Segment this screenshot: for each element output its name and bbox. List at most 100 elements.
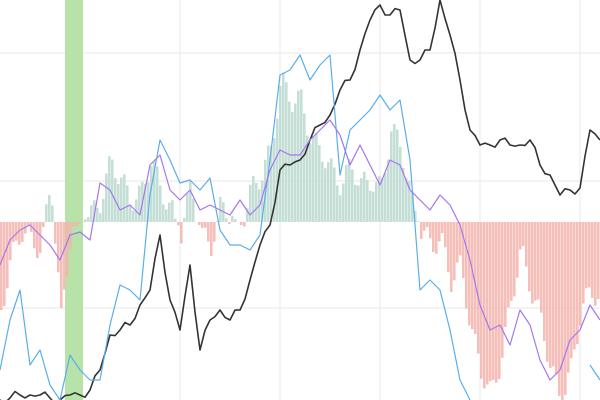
histogram-bar (591, 222, 594, 298)
histogram-bar (564, 222, 567, 395)
histogram-bar (189, 180, 192, 222)
histogram-bar (87, 217, 90, 222)
histogram-bar (354, 184, 357, 222)
histogram-bar (138, 185, 141, 222)
histogram-bar (48, 194, 51, 222)
histogram-bar (345, 165, 348, 222)
histogram-bar (249, 184, 252, 222)
histogram-bar (522, 222, 525, 247)
histogram-bar (165, 209, 168, 222)
histogram-bar (531, 222, 534, 304)
histogram-bar (39, 222, 42, 253)
histogram-bar (369, 190, 372, 222)
histogram-bar (273, 138, 276, 222)
histogram-bar (393, 124, 396, 222)
histogram-bar (372, 191, 375, 222)
histogram-bar (213, 222, 216, 242)
histogram-bar (420, 222, 423, 240)
histogram-bar (225, 218, 228, 222)
histogram-bar (75, 222, 78, 226)
histogram-bar (159, 185, 162, 222)
histogram-bar (429, 222, 432, 239)
histogram-bar (498, 222, 501, 379)
histogram-bar (525, 222, 528, 267)
histogram-bar (36, 222, 39, 258)
histogram-bar (84, 219, 87, 222)
histogram-bar (252, 176, 255, 222)
histogram-bar (198, 222, 201, 225)
histogram-bar (447, 222, 450, 273)
histogram-bar (390, 131, 393, 222)
histogram-bar (327, 162, 330, 222)
histogram-bar (9, 222, 12, 261)
histogram-bar (468, 222, 471, 326)
histogram-bar (45, 204, 48, 222)
histogram-bar (177, 222, 180, 226)
histogram-bar (93, 200, 96, 222)
histogram-bar (291, 111, 294, 222)
histogram-bar (363, 171, 366, 222)
histogram-bar (501, 222, 504, 358)
histogram-bar (342, 183, 345, 222)
histogram-bar (132, 210, 135, 222)
histogram-bar (180, 222, 183, 244)
histogram-bar (597, 222, 600, 299)
histogram-bar (351, 169, 354, 222)
histogram-bar (585, 222, 588, 289)
histogram-bar (216, 221, 219, 222)
histogram-bar (444, 222, 447, 248)
histogram-bar (303, 113, 306, 222)
histogram-bar (243, 222, 246, 227)
histogram-bar (99, 213, 102, 222)
histogram-bar (294, 103, 297, 222)
histogram-bar (405, 178, 408, 222)
histogram-bar (537, 222, 540, 300)
histogram-bar (234, 219, 237, 222)
histogram-bar (129, 204, 132, 222)
highlight-band (65, 0, 83, 400)
histogram-bar (117, 183, 120, 222)
histogram-bar (480, 222, 483, 379)
histogram-bar (15, 222, 18, 241)
histogram-bar (381, 177, 384, 222)
histogram-bar (579, 222, 582, 326)
histogram-bar (384, 173, 387, 222)
histogram-bar (333, 167, 336, 222)
histogram-bar (516, 222, 519, 278)
histogram-bar (336, 185, 339, 222)
histogram-bar (183, 217, 186, 222)
histogram-bar (111, 159, 114, 222)
histogram-bar (18, 222, 21, 245)
histogram-bar (510, 222, 513, 301)
histogram-bar (192, 198, 195, 222)
histogram-bar (567, 222, 570, 373)
histogram-bar (240, 222, 243, 225)
histogram-bar (513, 222, 516, 297)
histogram-bar (438, 222, 441, 242)
histogram-bar (21, 222, 24, 242)
histogram-bar (186, 193, 189, 222)
histogram-bar (228, 222, 231, 225)
histogram-bar (153, 161, 156, 222)
histogram-bar (387, 159, 390, 222)
histogram-bar (360, 178, 363, 222)
histogram-bar (255, 182, 258, 222)
histogram-bar (582, 222, 585, 304)
histogram-bar (492, 222, 495, 380)
blue-series-line (0, 54, 600, 400)
histogram-bar (162, 204, 165, 222)
histogram-bar (576, 222, 579, 344)
histogram-bar (285, 82, 288, 223)
histogram-bar (366, 180, 369, 222)
histogram-bar (465, 222, 468, 309)
histogram-bar (570, 222, 573, 359)
histogram-bar (573, 222, 576, 350)
histogram-bar (306, 135, 309, 222)
histogram-bar (486, 222, 489, 385)
histogram-bar (402, 167, 405, 222)
histogram-bar (276, 118, 279, 222)
histogram-bar (474, 222, 477, 335)
histogram-bar (57, 222, 60, 273)
histogram-bar (528, 222, 531, 292)
histogram-bar (519, 222, 522, 250)
